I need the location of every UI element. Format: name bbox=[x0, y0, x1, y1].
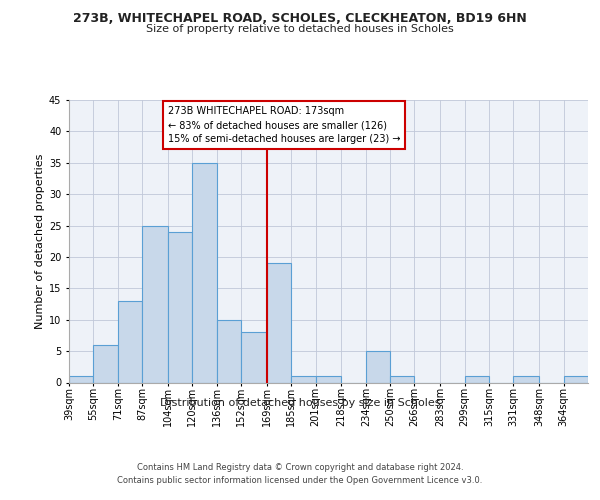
Bar bbox=[142, 226, 168, 382]
Text: Distribution of detached houses by size in Scholes: Distribution of detached houses by size … bbox=[160, 398, 440, 407]
Bar bbox=[118, 301, 142, 382]
Bar bbox=[192, 163, 217, 382]
Bar bbox=[514, 376, 539, 382]
Bar bbox=[94, 345, 118, 383]
Text: Size of property relative to detached houses in Scholes: Size of property relative to detached ho… bbox=[146, 24, 454, 34]
Bar bbox=[217, 320, 241, 382]
Bar bbox=[366, 351, 390, 382]
Y-axis label: Number of detached properties: Number of detached properties bbox=[35, 154, 44, 329]
Bar bbox=[291, 376, 316, 382]
Text: Contains public sector information licensed under the Open Government Licence v3: Contains public sector information licen… bbox=[118, 476, 482, 485]
Bar bbox=[241, 332, 267, 382]
Bar bbox=[563, 376, 588, 382]
Bar bbox=[316, 376, 341, 382]
Bar bbox=[465, 376, 489, 382]
Bar bbox=[69, 376, 94, 382]
Bar bbox=[267, 263, 291, 382]
Bar bbox=[390, 376, 415, 382]
Text: 273B, WHITECHAPEL ROAD, SCHOLES, CLECKHEATON, BD19 6HN: 273B, WHITECHAPEL ROAD, SCHOLES, CLECKHE… bbox=[73, 12, 527, 26]
Bar bbox=[168, 232, 192, 382]
Text: 273B WHITECHAPEL ROAD: 173sqm
← 83% of detached houses are smaller (126)
15% of : 273B WHITECHAPEL ROAD: 173sqm ← 83% of d… bbox=[168, 106, 400, 144]
Text: Contains HM Land Registry data © Crown copyright and database right 2024.: Contains HM Land Registry data © Crown c… bbox=[137, 462, 463, 471]
